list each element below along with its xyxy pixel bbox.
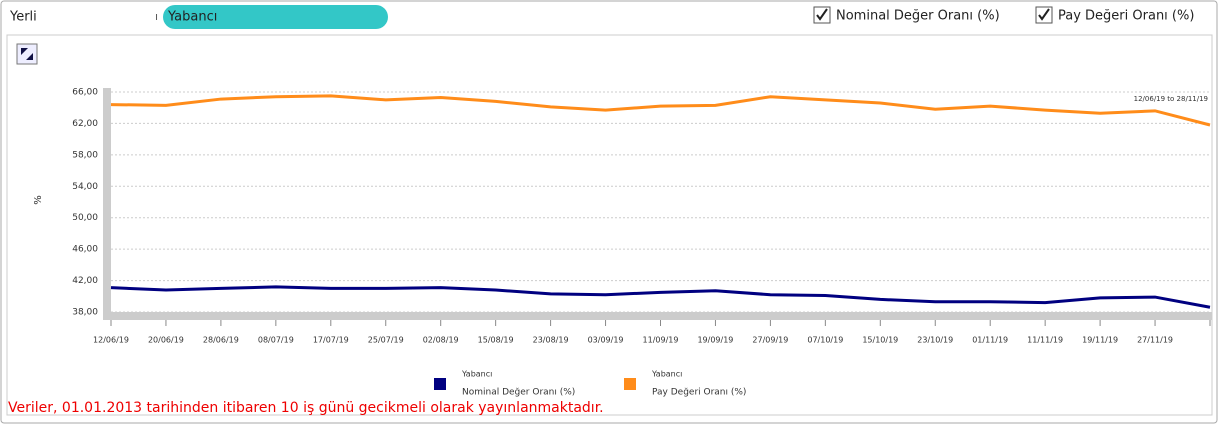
x-tick-label: 19/11/19 [1082,336,1118,345]
x-tick-label: 25/07/19 [368,336,404,345]
x-tick-label: 23/10/19 [917,336,953,345]
y-tick-label: 58,00 [72,150,98,160]
check [1038,8,1050,21]
legend-label: Pay Değeri Oranı (%) [652,388,746,398]
axis-band [103,312,1212,320]
x-tick-label: 08/07/19 [258,336,294,345]
x-tick-label: 28/06/19 [203,336,239,345]
x-tick-label: 27/11/19 [1137,336,1173,345]
x-tick-label: 23/08/19 [533,336,569,345]
x-tick-label: 11/11/19 [1027,336,1063,345]
y-tick-label: 50,00 [72,213,98,223]
y-axis-label: % [33,195,44,205]
legend-swatch [434,378,446,390]
x-tick-label: 15/08/19 [478,336,514,345]
axis-band [103,88,111,312]
x-tick-label: 07/10/19 [807,336,843,345]
series-line [110,94,1211,127]
annotation: 12/06/19 to 28/11/19 [1134,95,1208,103]
y-tick-label: 46,00 [72,245,98,255]
y-tick-label: 42,00 [72,276,98,286]
x-tick-label: 17/07/19 [313,336,349,345]
series-line [110,285,1211,309]
x-tick-label: 01/11/19 [972,336,1008,345]
x-tick-label: 02/08/19 [423,336,459,345]
legend-group: Yabancı [651,370,682,379]
checkbox-label[interactable]: Nominal Değer Oranı (%) [836,9,1000,24]
y-tick-label: 38,00 [72,308,98,318]
zoom-icon [21,48,33,60]
x-tick-label: 20/06/19 [148,336,184,345]
x-tick-label: 03/09/19 [588,336,624,345]
y-tick-label: 66,00 [72,88,98,98]
legend-group: Yabancı [461,370,492,379]
footer-note: Veriler, 01.01.2013 tarihinden itibaren … [8,400,604,416]
check [816,8,828,21]
legend-label: Nominal Değer Oranı (%) [462,388,575,398]
zoom-button[interactable] [16,43,38,65]
y-tick-label: 62,00 [72,119,98,129]
x-tick-label: 11/09/19 [643,336,679,345]
legend-swatch [624,378,636,390]
y-tick-label: 54,00 [72,182,98,192]
chart-frame [6,34,1213,416]
x-tick-label: 12/06/19 [93,336,129,345]
separator: ı [155,10,158,23]
checkbox-label[interactable]: Pay Değeri Oranı (%) [1058,9,1194,24]
tab-yerli[interactable]: Yerli [9,10,37,25]
x-tick-label: 15/10/19 [862,336,898,345]
x-tick-label: 19/09/19 [697,336,733,345]
x-tick-label: 27/09/19 [752,336,788,345]
tab-yabanci[interactable]: Yabancı [167,10,217,25]
tab-active-bg[interactable] [163,5,388,29]
